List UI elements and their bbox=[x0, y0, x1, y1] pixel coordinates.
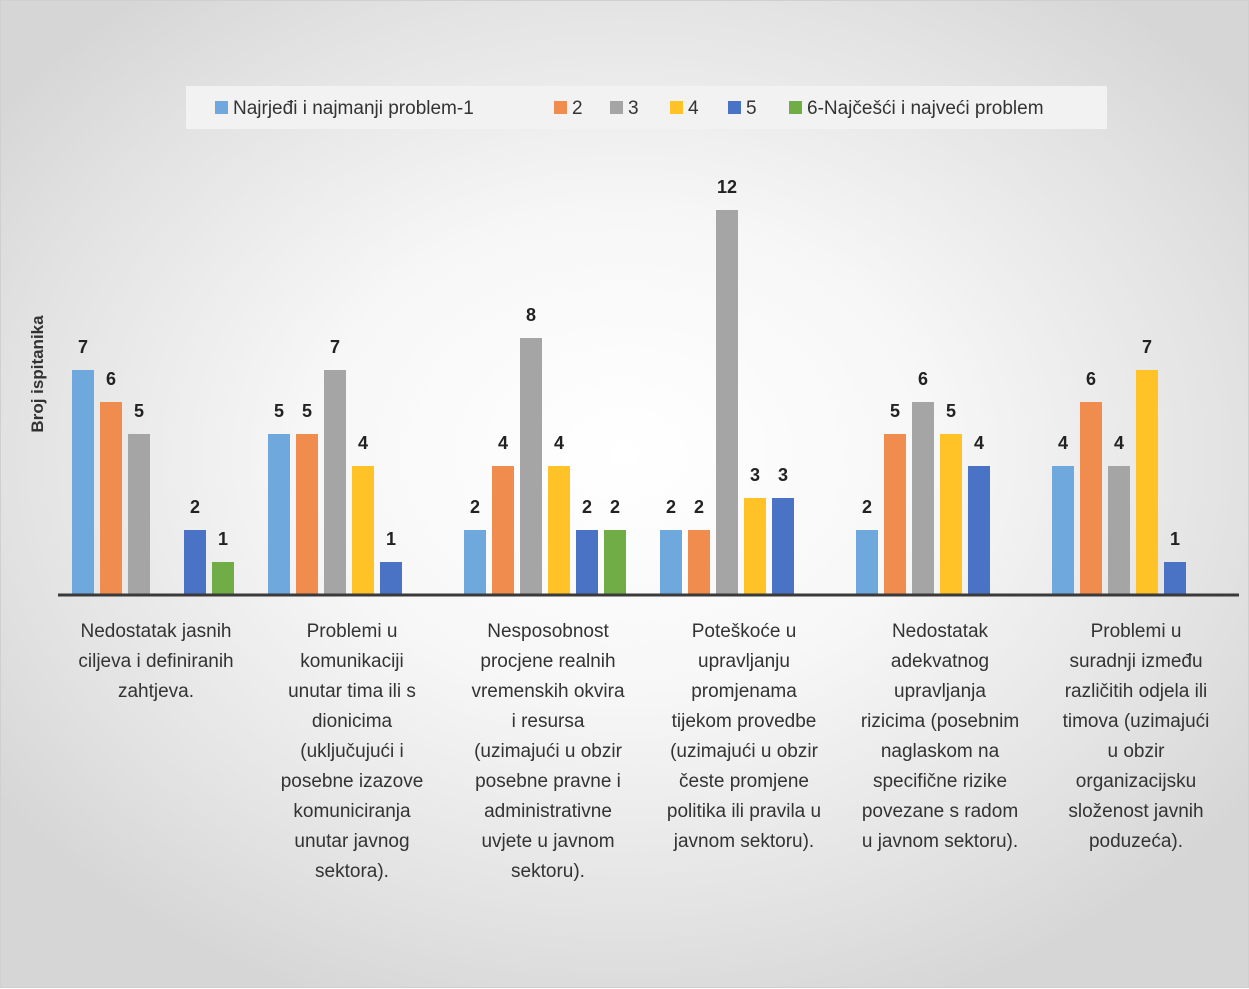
bar-c3-s5 bbox=[576, 530, 598, 594]
bar-c3-s4 bbox=[548, 466, 570, 594]
legend-label-4: 4 bbox=[688, 98, 699, 119]
bar-c2-s3 bbox=[324, 370, 346, 594]
legend-label-1: Najrjeđi i najmanji problem-1 bbox=[233, 98, 474, 119]
legend-label-6: 6-Najčešći i najveći problem bbox=[807, 98, 1044, 119]
data-label-c2-s1: 5 bbox=[274, 401, 284, 421]
category-label-3: Nesposobnost procjene realnih vremenskih o… bbox=[471, 621, 625, 882]
legend-label-3: 3 bbox=[628, 98, 639, 119]
bar-c4-s4 bbox=[744, 498, 766, 594]
bar-c1-s5 bbox=[184, 530, 206, 594]
data-label-c2-s3: 7 bbox=[330, 337, 340, 357]
legend-label-5: 5 bbox=[746, 98, 757, 119]
category-label-4: Poteškoće u upravljanju promjenama tijekom … bbox=[667, 621, 821, 852]
data-label-c1-s6: 1 bbox=[218, 529, 228, 549]
data-label-c5-s2: 5 bbox=[890, 401, 900, 421]
bar-c5-s5 bbox=[968, 466, 990, 594]
bar-c4-s1 bbox=[660, 530, 682, 594]
bar-c6-s4 bbox=[1136, 370, 1158, 594]
bar-c6-s5 bbox=[1164, 562, 1186, 594]
bar-c1-s1 bbox=[72, 370, 94, 594]
data-label-c4-s4: 3 bbox=[750, 465, 760, 485]
legend-label-2: 2 bbox=[572, 98, 583, 119]
bar-c1-s3 bbox=[128, 434, 150, 594]
legend-swatch-5 bbox=[728, 101, 741, 114]
data-label-c3-s1: 2 bbox=[470, 497, 480, 517]
bar-c4-s2 bbox=[688, 530, 710, 594]
bar-c3-s3 bbox=[520, 338, 542, 594]
data-label-c3-s5: 2 bbox=[582, 497, 592, 517]
bar-c4-s5 bbox=[772, 498, 794, 594]
data-label-c1-s1: 7 bbox=[78, 337, 88, 357]
category-label-1: Nedostatak jasnih ciljeva i definiranih za… bbox=[78, 621, 233, 702]
data-label-c6-s4: 7 bbox=[1142, 337, 1152, 357]
bar-c2-s1 bbox=[268, 434, 290, 594]
bar-c3-s1 bbox=[464, 530, 486, 594]
bar-c3-s6 bbox=[604, 530, 626, 594]
bar-c1-s6 bbox=[212, 562, 234, 594]
data-label-c2-s5: 1 bbox=[386, 529, 396, 549]
bar-c6-s1 bbox=[1052, 466, 1074, 594]
data-label-c5-s5: 4 bbox=[974, 433, 984, 453]
data-label-c5-s3: 6 bbox=[918, 369, 928, 389]
bar-c6-s2 bbox=[1080, 402, 1102, 594]
legend-swatch-1 bbox=[215, 101, 228, 114]
bar-c5-s3 bbox=[912, 402, 934, 594]
legend-swatch-4 bbox=[670, 101, 683, 114]
data-label-c6-s2: 6 bbox=[1086, 369, 1096, 389]
data-label-c1-s5: 2 bbox=[190, 497, 200, 517]
category-label-6: Problemi u suradnji između različitih odje… bbox=[1063, 621, 1210, 852]
data-label-c4-s5: 3 bbox=[778, 465, 788, 485]
legend-swatch-3 bbox=[610, 101, 623, 114]
bar-c3-s2 bbox=[492, 466, 514, 594]
data-label-c3-s3: 8 bbox=[526, 305, 536, 325]
bars-layer bbox=[72, 210, 1186, 594]
data-label-c1-s3: 5 bbox=[134, 401, 144, 421]
legend: Najrjeđi i najmanji problem-1 2 3 4 5 6-Najče… bbox=[215, 98, 1044, 119]
data-label-c1-s2: 6 bbox=[106, 369, 116, 389]
data-label-c4-s3: 12 bbox=[717, 177, 737, 197]
data-label-c2-s2: 5 bbox=[302, 401, 312, 421]
data-label-c3-s2: 4 bbox=[498, 433, 508, 453]
data-label-c4-s2: 2 bbox=[694, 497, 704, 517]
data-label-c3-s4: 4 bbox=[554, 433, 564, 453]
data-label-c6-s5: 1 bbox=[1170, 529, 1180, 549]
bar-c6-s3 bbox=[1108, 466, 1130, 594]
bar-c5-s4 bbox=[940, 434, 962, 594]
data-label-c4-s1: 2 bbox=[666, 497, 676, 517]
category-labels-layer: Nedostatak jasnih ciljeva i definiranih za… bbox=[78, 621, 1209, 882]
bar-c2-s5 bbox=[380, 562, 402, 594]
bar-c4-s3 bbox=[716, 210, 738, 594]
bar-c2-s4 bbox=[352, 466, 374, 594]
data-label-c6-s3: 4 bbox=[1114, 433, 1124, 453]
data-label-c3-s6: 2 bbox=[610, 497, 620, 517]
legend-box bbox=[186, 86, 1107, 129]
data-label-c2-s4: 4 bbox=[358, 433, 368, 453]
bar-c5-s2 bbox=[884, 434, 906, 594]
category-label-5: Nedostatak adekvatnog upravljanja rizicima … bbox=[861, 621, 1019, 852]
data-label-c5-s1: 2 bbox=[862, 497, 872, 517]
legend-swatch-6 bbox=[789, 101, 802, 114]
y-axis-title: Broj ispitanika bbox=[28, 315, 47, 433]
legend-swatch-2 bbox=[554, 101, 567, 114]
bar-c1-s2 bbox=[100, 402, 122, 594]
data-label-c5-s4: 5 bbox=[946, 401, 956, 421]
bar-c5-s1 bbox=[856, 530, 878, 594]
data-label-c6-s1: 4 bbox=[1058, 433, 1068, 453]
bar-c2-s2 bbox=[296, 434, 318, 594]
